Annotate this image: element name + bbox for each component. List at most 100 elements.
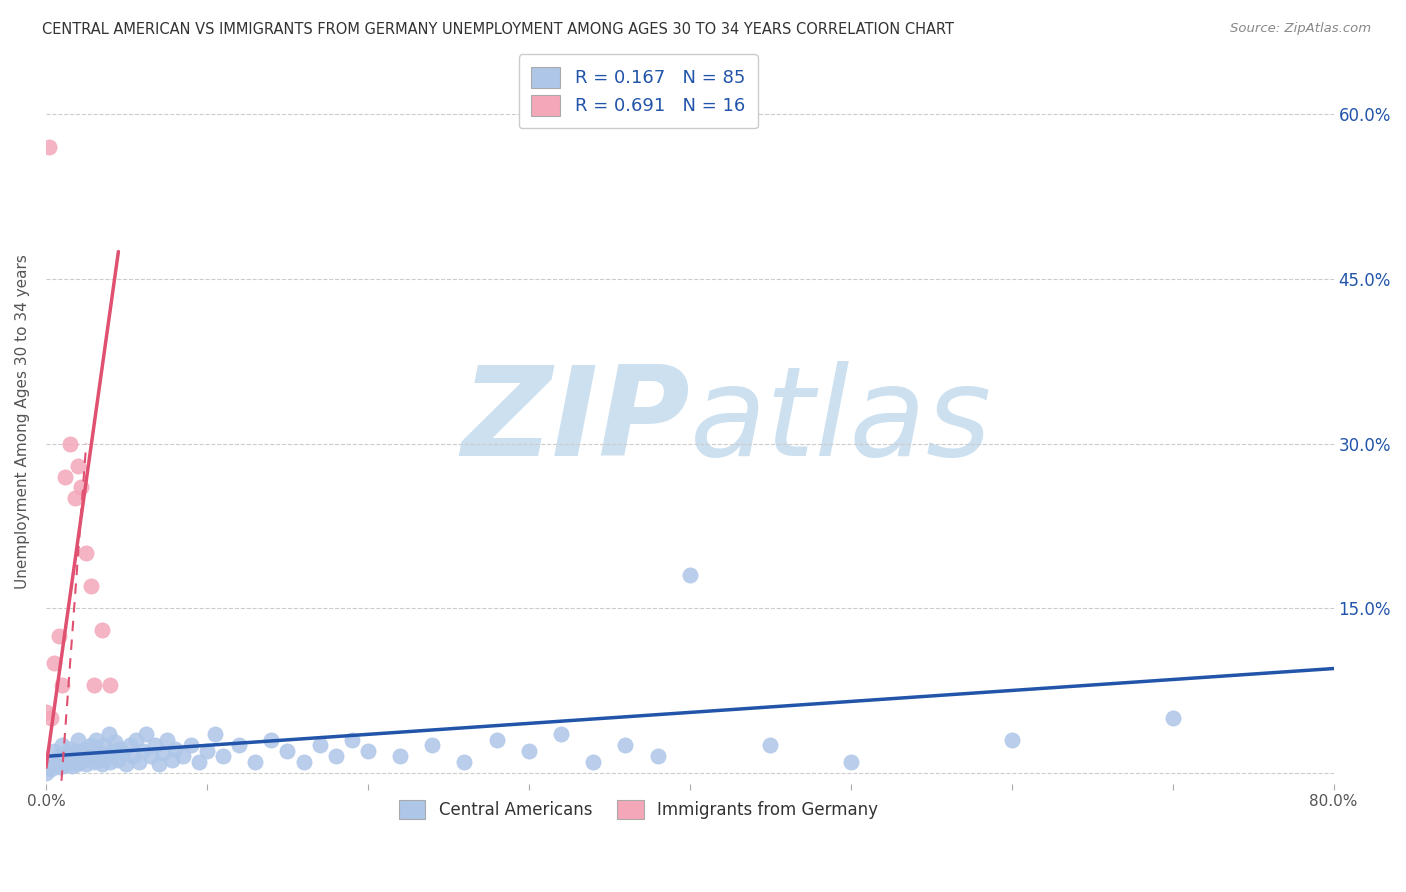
Point: [135, 727, 157, 741]
Point: [42, 656, 65, 670]
Point: [122, 749, 145, 764]
Point: [51, 753, 73, 767]
Point: [172, 749, 194, 764]
Point: [112, 746, 135, 760]
Point: [51, 739, 73, 753]
Point: [39, 711, 62, 725]
Point: [63, 491, 86, 506]
Point: [46, 756, 69, 771]
Point: [152, 746, 174, 760]
Point: [83, 678, 105, 692]
Point: [163, 741, 186, 756]
Point: [38, 760, 60, 774]
Point: [292, 755, 315, 769]
Point: [83, 744, 105, 758]
Point: [420, 739, 443, 753]
Point: [1001, 732, 1024, 747]
Point: [195, 744, 218, 758]
Point: [145, 739, 167, 753]
Point: [59, 436, 82, 450]
Point: [139, 749, 162, 764]
Point: [276, 744, 298, 758]
Point: [80, 579, 103, 593]
Point: [58, 755, 80, 769]
Point: [108, 741, 131, 756]
Point: [96, 749, 118, 764]
Point: [56, 746, 79, 760]
Point: [35, 765, 58, 780]
Point: [59, 741, 82, 756]
Point: [70, 746, 93, 760]
Point: [160, 753, 183, 767]
Point: [156, 732, 179, 747]
Point: [48, 749, 70, 764]
Point: [107, 753, 129, 767]
Point: [614, 739, 637, 753]
Point: [128, 755, 150, 769]
Point: [260, 732, 283, 747]
Point: [308, 739, 330, 753]
Point: [582, 755, 605, 769]
Point: [245, 755, 267, 769]
Point: [97, 727, 120, 741]
Point: [67, 458, 90, 473]
Point: [340, 732, 363, 747]
Point: [187, 755, 209, 769]
Point: [357, 744, 380, 758]
Point: [115, 756, 138, 771]
Point: [79, 749, 101, 764]
Point: [131, 744, 153, 758]
Point: [51, 678, 73, 692]
Point: [1161, 711, 1184, 725]
Point: [75, 741, 97, 756]
Point: [84, 732, 107, 747]
Point: [485, 732, 508, 747]
Text: Source: ZipAtlas.com: Source: ZipAtlas.com: [1230, 22, 1371, 36]
Point: [550, 727, 572, 741]
Point: [42, 744, 65, 758]
Point: [517, 744, 540, 758]
Point: [93, 739, 115, 753]
Point: [75, 756, 97, 771]
Point: [90, 746, 112, 760]
Point: [53, 758, 76, 772]
Point: [212, 749, 235, 764]
Point: [647, 749, 669, 764]
Point: [72, 753, 94, 767]
Point: [839, 755, 862, 769]
Point: [125, 732, 148, 747]
Point: [48, 629, 70, 643]
Text: atlas: atlas: [690, 361, 991, 483]
Point: [49, 760, 72, 774]
Point: [118, 739, 141, 753]
Point: [42, 755, 65, 769]
Point: [98, 755, 121, 769]
Point: [325, 749, 347, 764]
Point: [228, 739, 250, 753]
Point: [180, 739, 202, 753]
Point: [98, 678, 121, 692]
Point: [75, 546, 97, 560]
Point: [65, 756, 87, 771]
Point: [67, 732, 90, 747]
Text: ZIP: ZIP: [461, 361, 690, 483]
Point: [80, 739, 103, 753]
Point: [204, 727, 226, 741]
Point: [67, 748, 90, 763]
Point: [83, 755, 105, 769]
Legend: Central Americans, Immigrants from Germany: Central Americans, Immigrants from Germa…: [392, 794, 884, 826]
Point: [63, 744, 86, 758]
Point: [39, 763, 62, 777]
Point: [70, 481, 93, 495]
Point: [53, 469, 76, 483]
Point: [91, 623, 114, 637]
Y-axis label: Unemployment Among Ages 30 to 34 years: Unemployment Among Ages 30 to 34 years: [15, 254, 30, 589]
Point: [759, 739, 782, 753]
Point: [679, 568, 702, 582]
Point: [104, 735, 127, 749]
Point: [69, 755, 91, 769]
Point: [87, 753, 110, 767]
Point: [60, 759, 83, 773]
Point: [453, 755, 475, 769]
Point: [148, 756, 170, 771]
